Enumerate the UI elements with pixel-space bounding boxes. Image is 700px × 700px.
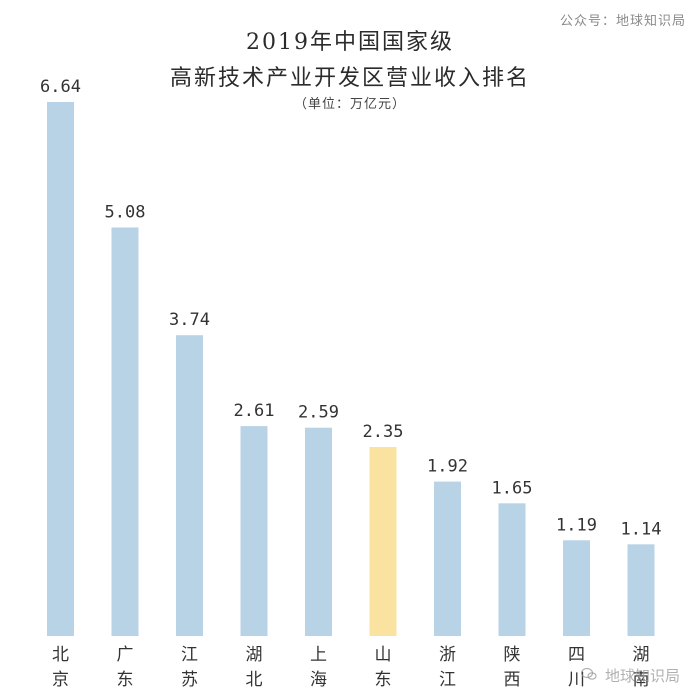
category-label-8: 陕西 (504, 645, 521, 690)
watermark-bottom: 地球知识局 (581, 665, 680, 686)
value-label-3: 3.74 (169, 310, 210, 330)
category-label-6: 山东 (375, 645, 392, 690)
chart-title-line2: 高新技术产业开发区营业收入排名 (169, 66, 530, 91)
value-label-8: 1.65 (492, 478, 533, 498)
value-label-9: 1.19 (556, 515, 597, 535)
bar-3 (176, 335, 203, 636)
value-label-7: 1.92 (427, 457, 468, 477)
category-label-4: 湖北 (246, 645, 263, 690)
category-label-7: 浙江 (439, 645, 456, 690)
chart-title: 2019年中国国家级 (246, 30, 454, 55)
value-label-4: 2.61 (234, 401, 275, 421)
category-label-9: 四川 (568, 645, 585, 690)
bar-9 (563, 540, 590, 636)
chart-subtitle: （单位：万亿元） (293, 97, 406, 112)
category-label-1: 北京 (52, 645, 69, 690)
bar-8 (498, 503, 526, 636)
category-label-3: 江苏 (181, 645, 198, 690)
value-label-5: 2.59 (298, 403, 339, 423)
bar-10 (627, 544, 655, 636)
bar-7 (434, 481, 461, 636)
value-label-2: 5.08 (105, 202, 146, 222)
watermark-bottom-text: 地球知识局 (604, 667, 680, 685)
bar-5 (305, 427, 332, 636)
category-label-10: 湖南 (633, 645, 650, 690)
bar-6 (369, 447, 397, 636)
chat-bubble-icon (581, 667, 597, 685)
bar-2 (111, 227, 139, 636)
value-label-10: 1.14 (621, 519, 662, 539)
watermark-top: 公众号：地球知识局 (559, 14, 686, 29)
bar-1 (47, 102, 74, 636)
bar-4 (240, 426, 268, 636)
category-label-5: 上海 (310, 645, 327, 690)
value-label-6: 2.35 (363, 422, 404, 442)
value-label-1: 6.64 (40, 77, 81, 97)
category-label-2: 广东 (117, 645, 134, 690)
